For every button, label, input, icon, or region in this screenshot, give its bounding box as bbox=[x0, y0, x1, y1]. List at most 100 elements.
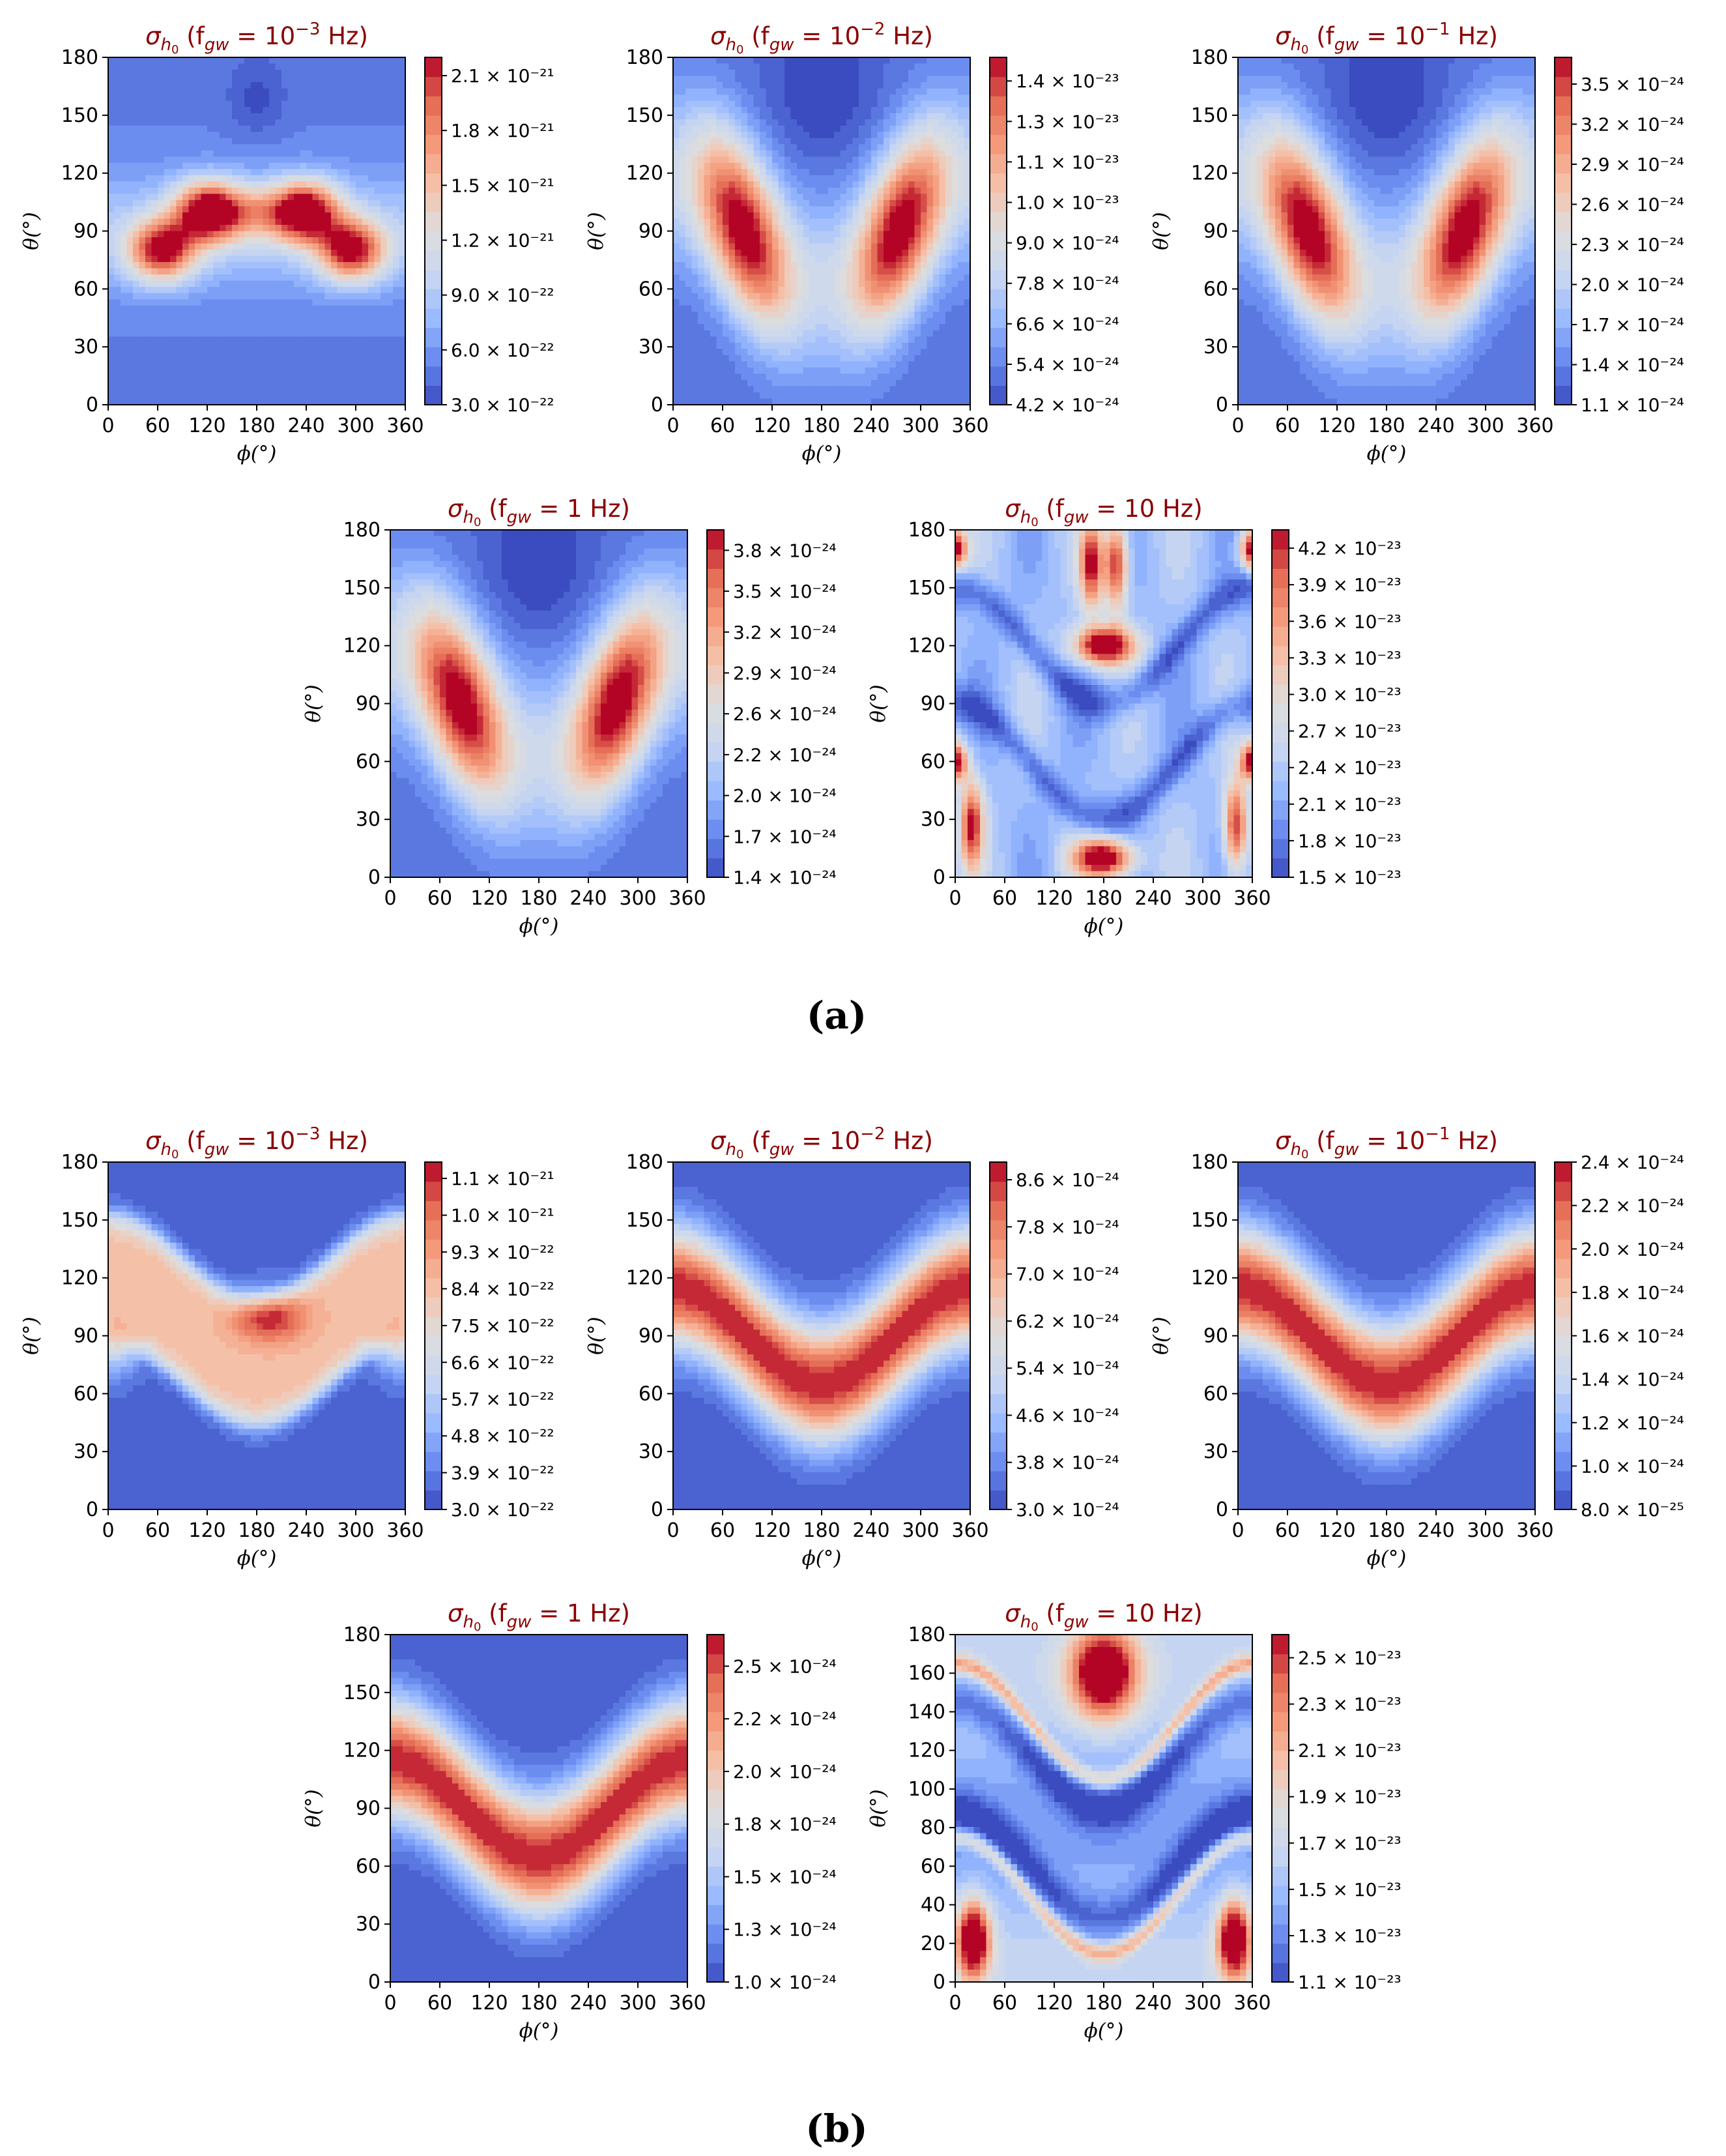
heatmap-cell bbox=[220, 175, 227, 182]
heatmap-cell bbox=[225, 175, 233, 182]
heatmap-cell bbox=[312, 274, 319, 282]
heatmap-cell bbox=[951, 274, 958, 282]
heatmap-cell bbox=[871, 206, 878, 213]
heatmap-cell bbox=[852, 125, 859, 132]
heatmap-cell bbox=[294, 144, 301, 151]
heatmap-cell bbox=[803, 243, 810, 250]
heatmap-cell bbox=[698, 280, 705, 287]
heatmap-cell bbox=[151, 95, 158, 102]
heatmap-cell bbox=[908, 95, 915, 102]
heatmap-cell bbox=[840, 330, 847, 337]
heatmap-cell bbox=[809, 268, 816, 275]
heatmap-cell bbox=[386, 293, 394, 300]
heatmap-cell bbox=[399, 293, 405, 300]
heatmap-cell bbox=[741, 336, 748, 343]
heatmap-cell bbox=[834, 162, 841, 169]
heatmap-cell bbox=[300, 317, 307, 325]
heatmap-cell bbox=[951, 132, 958, 139]
heatmap-cell bbox=[710, 312, 717, 319]
heatmap-cell bbox=[723, 132, 730, 139]
heatmap-cell bbox=[889, 330, 897, 337]
heatmap-cell bbox=[232, 317, 239, 325]
heatmap-cell bbox=[834, 324, 841, 331]
heatmap-cell bbox=[945, 95, 953, 102]
heatmap-cell bbox=[834, 287, 841, 294]
heatmap-cell bbox=[889, 162, 897, 169]
heatmap-cell bbox=[797, 181, 804, 188]
heatmap-cell bbox=[846, 107, 854, 114]
heatmap-cell bbox=[834, 330, 841, 337]
heatmap-cell bbox=[760, 113, 767, 120]
heatmap-cell bbox=[108, 224, 115, 232]
heatmap-cell bbox=[257, 398, 264, 405]
heatmap-cell bbox=[778, 243, 785, 250]
heatmap-cell bbox=[139, 379, 146, 387]
heatmap-cell bbox=[865, 262, 872, 269]
heatmap-cell bbox=[368, 218, 375, 226]
heatmap-cell bbox=[201, 398, 208, 405]
heatmap-cell bbox=[704, 150, 711, 157]
heatmap-cell bbox=[337, 162, 344, 169]
heatmap-cell bbox=[151, 237, 158, 244]
heatmap-cell bbox=[349, 243, 356, 250]
heatmap-cell bbox=[939, 100, 946, 108]
heatmap-cell bbox=[834, 132, 841, 139]
heatmap-cell bbox=[914, 138, 921, 145]
heatmap-cell bbox=[815, 70, 822, 77]
heatmap-cell bbox=[349, 312, 356, 319]
heatmap-cell bbox=[324, 150, 332, 157]
heatmap-cell bbox=[865, 138, 872, 145]
heatmap-cell bbox=[269, 293, 276, 300]
heatmap-cell bbox=[362, 361, 369, 368]
heatmap-cell bbox=[809, 274, 816, 282]
y-tick-label: 120 bbox=[61, 162, 98, 185]
heatmap-cell bbox=[195, 373, 202, 381]
heatmap-cell bbox=[238, 156, 245, 164]
heatmap-cell bbox=[673, 187, 680, 194]
heatmap-cell bbox=[723, 299, 730, 306]
heatmap-cell bbox=[257, 312, 264, 319]
heatmap-cell bbox=[741, 212, 748, 220]
heatmap-cell bbox=[349, 317, 356, 325]
heatmap-cell bbox=[945, 162, 953, 169]
heatmap-cell bbox=[312, 336, 319, 343]
heatmap-cell bbox=[121, 88, 128, 95]
heatmap-cell bbox=[257, 255, 264, 263]
heatmap-cell bbox=[834, 150, 841, 157]
heatmap-cell bbox=[145, 95, 152, 102]
heatmap-cell bbox=[232, 82, 239, 89]
heatmap-cell bbox=[108, 57, 115, 65]
heatmap-cell bbox=[381, 317, 388, 325]
heatmap-cell bbox=[349, 70, 356, 77]
heatmap-cell bbox=[741, 125, 748, 132]
heatmap-cell bbox=[809, 57, 816, 65]
heatmap-cell bbox=[368, 125, 375, 132]
heatmap-cell bbox=[728, 262, 736, 269]
heatmap-cell bbox=[238, 398, 245, 405]
heatmap-cell bbox=[114, 138, 121, 145]
heatmap-cell bbox=[182, 162, 190, 169]
heatmap-cell bbox=[927, 262, 934, 269]
heatmap-cell bbox=[275, 194, 282, 201]
heatmap-cell bbox=[673, 250, 680, 257]
heatmap-cell bbox=[865, 132, 872, 139]
heatmap-cell bbox=[121, 237, 128, 244]
heatmap-cell bbox=[939, 206, 946, 213]
heatmap-cell bbox=[815, 299, 822, 306]
heatmap-cell bbox=[704, 144, 711, 151]
heatmap-cell bbox=[232, 199, 239, 207]
heatmap-cell bbox=[698, 287, 705, 294]
heatmap-cell bbox=[250, 287, 257, 294]
heatmap-cell bbox=[927, 138, 934, 145]
heatmap-cell bbox=[139, 150, 146, 157]
heatmap-cell bbox=[877, 312, 884, 319]
heatmap-cell bbox=[287, 76, 295, 83]
heatmap-cell bbox=[319, 107, 326, 114]
heatmap-cell bbox=[958, 336, 965, 343]
heatmap-cell bbox=[679, 305, 686, 312]
panels-layer: 0 60 120 180 240 300 3600306090120150180ϕ(°)θ(… bbox=[20, 20, 1684, 2043]
heatmap-cell bbox=[679, 274, 686, 282]
heatmap-cell bbox=[846, 262, 854, 269]
heatmap-cell bbox=[908, 119, 915, 126]
heatmap-cell bbox=[834, 100, 841, 108]
